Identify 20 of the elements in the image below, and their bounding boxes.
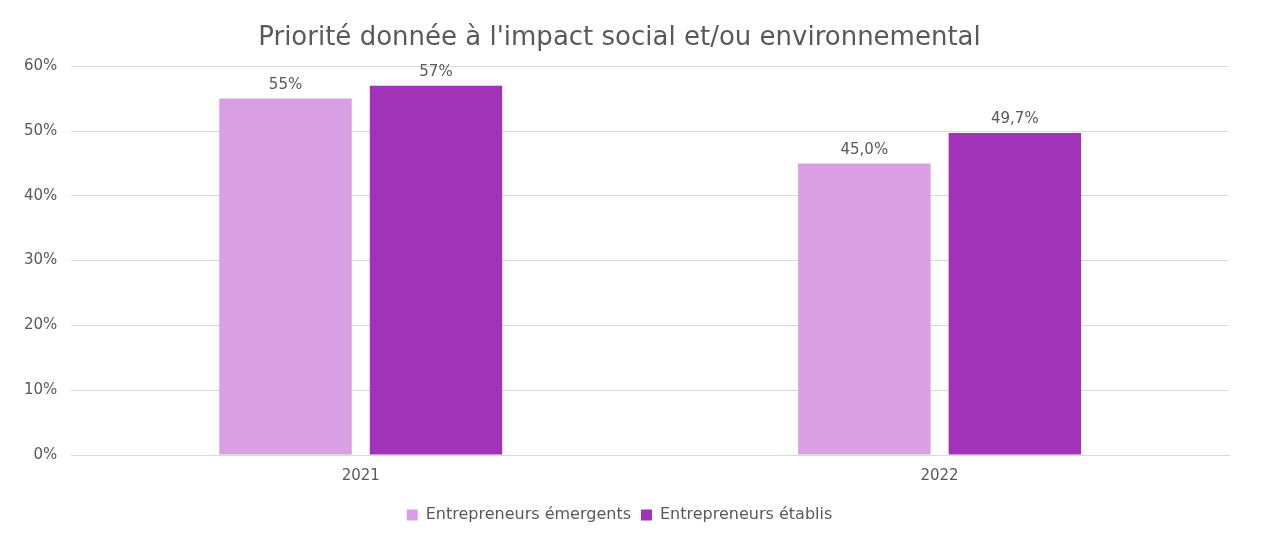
legend-label: Entrepreneurs établis — [660, 504, 833, 524]
bar — [369, 85, 503, 455]
x-tick-label: 2022 — [920, 465, 959, 484]
x-tick-label: 2021 — [341, 465, 380, 484]
data-label: 55% — [268, 74, 303, 93]
y-tick-label: 20% — [24, 315, 58, 334]
y-tick-label: 0% — [33, 444, 58, 463]
y-tick-label: 50% — [24, 120, 58, 139]
y-tick-label: 40% — [24, 185, 58, 204]
legend-label: Entrepreneurs émergents — [425, 504, 632, 524]
bar — [948, 132, 1082, 455]
bar — [219, 98, 352, 455]
data-label: 45,0% — [840, 139, 889, 158]
data-label: 49,7% — [991, 109, 1039, 128]
y-tick-label: 10% — [24, 380, 58, 399]
data-label: 57% — [419, 62, 453, 81]
y-tick-label: 30% — [24, 250, 58, 269]
bar — [798, 163, 931, 455]
y-tick-label: 60% — [24, 56, 58, 75]
chart-title: Priorité donnée à l'impact social et/ou environnemental — [258, 21, 981, 52]
